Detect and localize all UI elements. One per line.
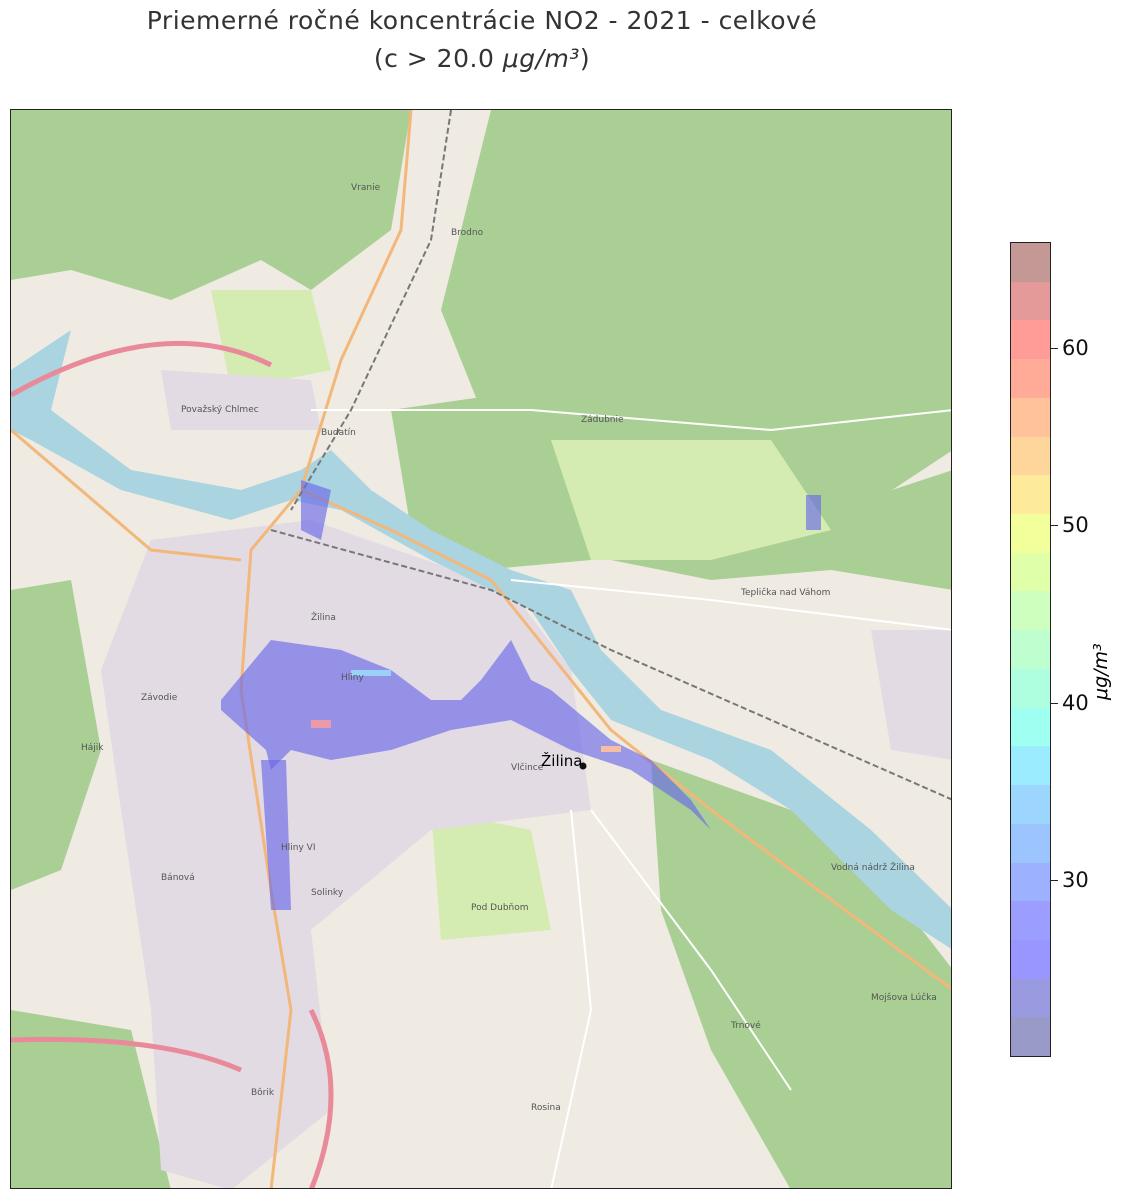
city-marker[interactable] [579,762,587,770]
colorbar-band [1011,281,1050,321]
colorbar-tick-label: 50 [1062,513,1089,538]
colorbar-band [1011,746,1050,786]
place-label: Zádubnie [581,415,624,425]
colorbar-tick [1051,525,1058,527]
place-label: Bôrik [251,1087,275,1098]
place-label: Mojšova Lúčka [871,992,937,1003]
place-label: Rosina [531,1103,561,1113]
place-label: Hliny VI [281,843,315,853]
colorbar-band [1011,1017,1050,1057]
colorbar-band [1011,514,1050,553]
place-label: Bánová [161,873,195,883]
colorbar-band [1011,978,1050,1018]
place-label: Vlčince [511,762,544,773]
place-label: Vranie [351,183,381,193]
place-label: Trnové [730,1020,761,1031]
chart-title: Priemerné ročné koncentrácie NO2 - 2021 … [146,6,818,35]
colorbar-band [1011,668,1050,708]
motorway [11,340,334,1188]
colorbar-label: μg/m³ [1090,643,1112,700]
subtitle-unit: μg/m³ [502,44,580,73]
colorbar [1010,242,1051,1057]
colorbar-band [1011,939,1050,979]
meadows [211,290,831,940]
major-roads [11,110,951,1188]
map-svg: Vranie Brodno Považský Chlmec Budatín Zá… [11,110,951,1188]
colorbar-band [1011,785,1050,824]
subtitle-suffix: ) [579,44,591,73]
colorbar-tick-label: 40 [1062,690,1089,715]
place-label: Považský Chlmec [181,405,259,415]
place-label: Hájik [81,743,104,753]
place-label: Žilina [311,611,336,623]
place-label: Teplička nad Váhom [740,587,830,598]
colorbar-band [1011,475,1050,515]
colorbar-band [1011,707,1050,747]
place-label: Závodie [141,693,178,703]
colorbar-tick [1051,702,1058,704]
place-label: Brodno [451,228,484,238]
place-label: Hliny [341,673,364,683]
subtitle-prefix: (c > 20.0 [373,44,503,73]
colorbar-band [1011,862,1050,902]
colorbar-band [1011,901,1050,940]
colorbar-band [1011,436,1050,476]
roads [311,409,951,1188]
colorbar-tick [1051,879,1058,881]
colorbar-band [1011,320,1050,360]
urban-areas [101,370,951,1188]
colorbar-band [1011,397,1050,437]
colorbar-band [1011,243,1050,282]
railway [270,110,951,801]
place-labels: Vranie Brodno Považský Chlmec Budatín Zá… [81,183,937,1113]
colorbar-tick-label: 60 [1062,336,1089,361]
city-marker-label: Žilina [541,751,582,770]
chart-subtitle: (c > 20.0 μg/m³) [0,44,964,73]
colorbar-band [1011,552,1050,592]
colorbar-tick-label: 30 [1062,867,1089,892]
colorbar-tick [1051,348,1058,350]
place-label: Solinky [311,888,344,898]
place-label: Pod Dubňom [471,902,529,913]
no2-hotspots [311,670,621,752]
place-label: Vodná nádrž Žilina [831,861,915,873]
no2-concentration-overlay [221,480,821,910]
colorbar-band [1011,591,1050,631]
map-panel[interactable]: Vranie Brodno Považský Chlmec Budatín Zá… [10,109,952,1189]
colorbar-band [1011,823,1050,863]
place-label: Budatín [321,428,356,438]
colorbar-band [1011,630,1050,669]
colorbar-band [1011,359,1050,398]
